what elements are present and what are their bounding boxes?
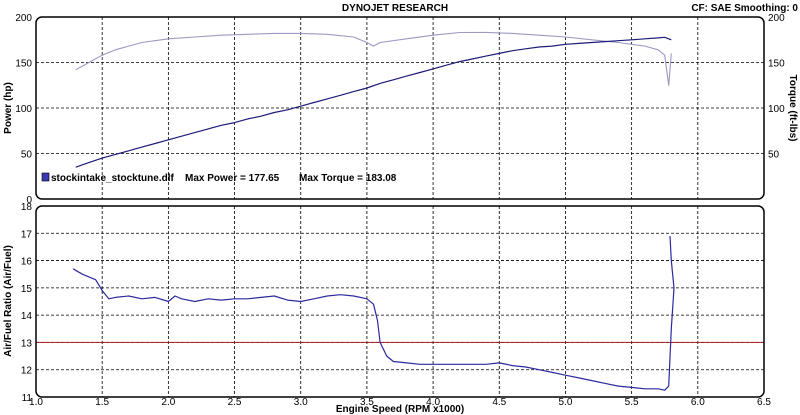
power-tick-3: 150 (15, 59, 32, 70)
afr-frame (35, 205, 765, 398)
torque-axis-label: Torque (ft-lbs) (787, 74, 798, 141)
power-torque-series (75, 31, 672, 168)
rpm-tick-1: 1.5 (95, 397, 109, 408)
header-title: DYNOJET RESEARCH (342, 3, 448, 14)
afr-line (72, 235, 675, 391)
rpm-tick-8: 5.0 (559, 397, 573, 408)
afr-grid (36, 206, 764, 397)
power-torque-frame (35, 16, 765, 200)
torque-tick-1: 100 (768, 104, 785, 115)
power-tick-4: 200 (15, 13, 32, 24)
legend-max-power: Max Power = 177.65 (185, 173, 280, 184)
power-tick-0: 0 (26, 195, 32, 206)
torque-tick-2: 150 (768, 59, 785, 70)
power-line (75, 36, 672, 168)
rpm-tick-10: 6.0 (691, 397, 705, 408)
afr-tick-7: 18 (21, 202, 33, 213)
legend: stockintake_stocktune.dlf Max Power = 17… (41, 172, 397, 184)
rpm-tick-11: 6.5 (757, 397, 771, 408)
rpm-tick-5: 3.5 (360, 397, 374, 408)
legend-max-torque: Max Torque = 183.08 (299, 173, 397, 184)
afr-tick-2: 13 (21, 338, 33, 349)
legend-file: stockintake_stocktune.dlf (51, 173, 174, 184)
afr-tick-6: 17 (21, 229, 33, 240)
power-axis-label: Power (hp) (3, 82, 14, 134)
rpm-tick-7: 4.5 (492, 397, 506, 408)
torque-line (75, 31, 672, 86)
afr-axis-ticks: 11 12 13 14 15 16 17 18 (21, 202, 33, 404)
power-torque-grid (36, 17, 764, 199)
afr-tick-5: 16 (21, 257, 33, 268)
torque-axis-ticks: 50 100 150 200 (768, 13, 785, 161)
rpm-tick-6: 4.0 (426, 397, 440, 408)
power-tick-1: 50 (21, 150, 33, 161)
torque-tick-0: 50 (768, 150, 780, 161)
rpm-tick-2: 2.0 (161, 397, 175, 408)
power-tick-2: 100 (15, 104, 32, 115)
afr-tick-1: 12 (21, 366, 33, 377)
torque-tick-3: 200 (768, 13, 785, 24)
rpm-tick-4: 3.0 (294, 397, 308, 408)
rpm-tick-3: 2.5 (228, 397, 242, 408)
power-axis-ticks: 0 50 100 150 200 (15, 13, 32, 206)
rpm-tick-9: 5.5 (625, 397, 639, 408)
afr-series (72, 235, 675, 391)
afr-axis-label: Air/Fuel Ratio (Air/Fuel) (3, 245, 14, 357)
rpm-tick-0: 1.0 (29, 397, 43, 408)
legend-swatch (41, 172, 50, 182)
afr-tick-4: 15 (21, 284, 33, 295)
rpm-axis-ticks: 1.0 1.5 2.0 2.5 3.0 3.5 4.0 4.5 5.0 5.5 6.0 6.5 (29, 397, 771, 408)
rpm-axis-label: Engine Speed (RPM x1000) (336, 404, 464, 415)
header-cf-info: CF: SAE Smoothing: 0 (691, 3, 798, 14)
afr-tick-3: 14 (21, 311, 33, 322)
afr-tick-0: 11 (22, 393, 33, 404)
